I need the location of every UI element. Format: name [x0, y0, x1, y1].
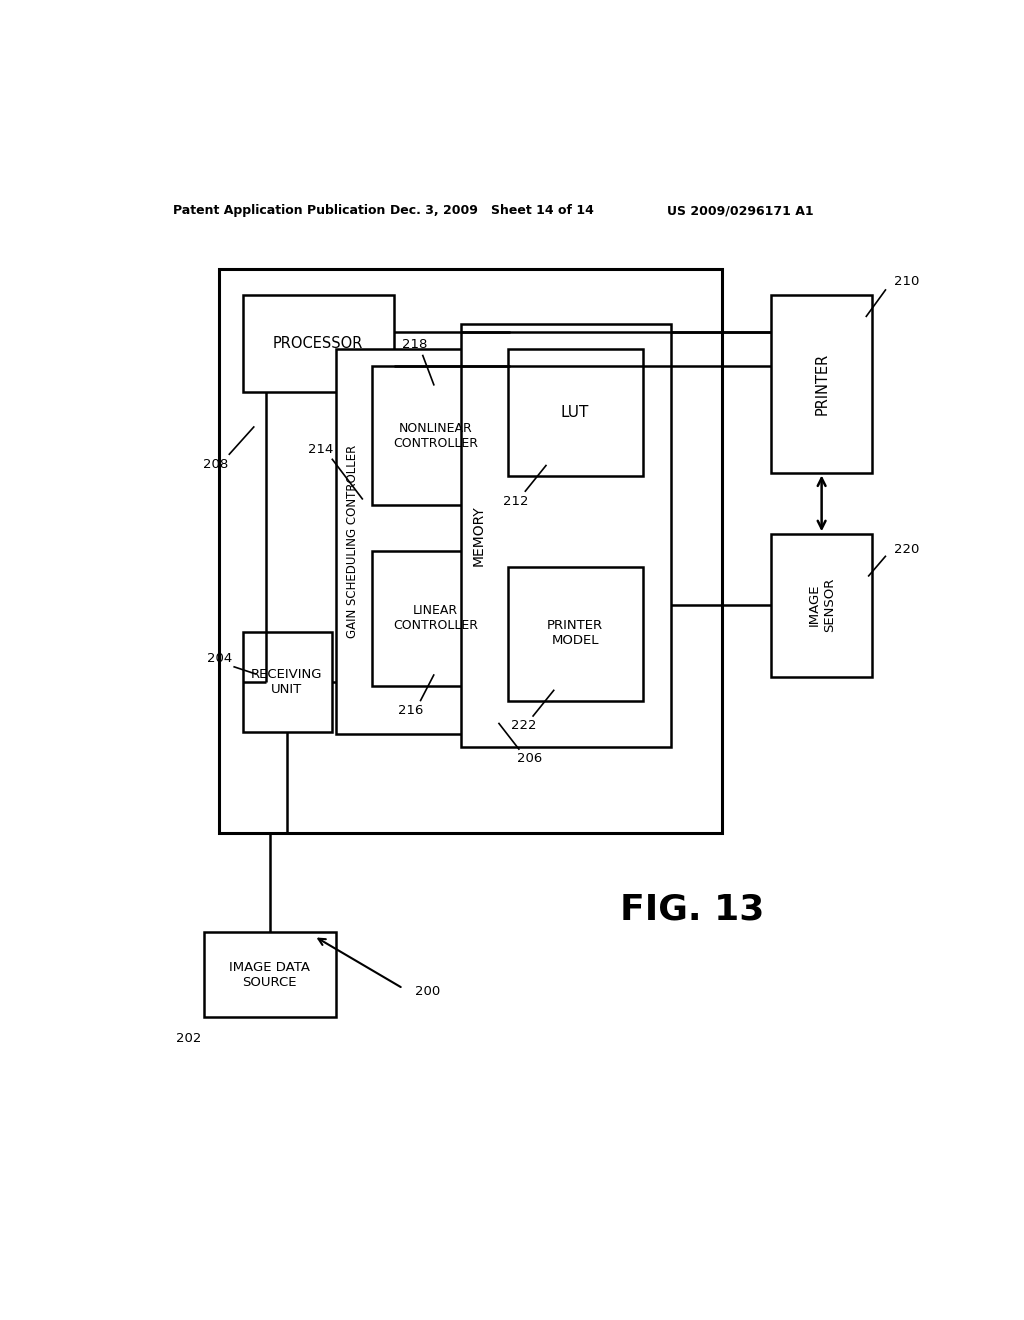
Text: FIG. 13: FIG. 13	[620, 892, 764, 927]
Bar	[771, 296, 872, 473]
Text: 212: 212	[503, 495, 528, 508]
Bar	[336, 350, 510, 734]
Text: 200: 200	[415, 985, 440, 998]
Bar	[243, 296, 394, 392]
Text: 216: 216	[398, 704, 424, 717]
Text: 202: 202	[176, 1032, 201, 1045]
Text: 210: 210	[894, 275, 920, 288]
Bar	[508, 350, 643, 477]
Text: IMAGE DATA
SOURCE: IMAGE DATA SOURCE	[229, 961, 310, 989]
Text: GAIN SCHEDULING CONTROLLER: GAIN SCHEDULING CONTROLLER	[346, 445, 359, 639]
Bar	[243, 632, 332, 733]
Text: Patent Application Publication: Patent Application Publication	[173, 205, 385, 218]
Text: NONLINEAR
CONTROLLER: NONLINEAR CONTROLLER	[393, 421, 478, 450]
Text: 206: 206	[517, 752, 542, 766]
Text: RECEIVING
UNIT: RECEIVING UNIT	[251, 668, 323, 696]
Text: 204: 204	[207, 652, 232, 665]
Text: LINEAR
CONTROLLER: LINEAR CONTROLLER	[393, 605, 478, 632]
Bar	[372, 552, 500, 686]
Text: 208: 208	[203, 458, 228, 471]
Text: MEMORY: MEMORY	[471, 506, 485, 566]
Text: 222: 222	[511, 719, 536, 733]
Text: 220: 220	[894, 543, 920, 556]
Text: PROCESSOR: PROCESSOR	[272, 335, 364, 351]
Text: US 2009/0296171 A1: US 2009/0296171 A1	[667, 205, 813, 218]
Text: LUT: LUT	[561, 405, 590, 420]
Bar	[461, 323, 671, 747]
Bar	[204, 932, 336, 1016]
Bar	[219, 268, 722, 833]
Text: Dec. 3, 2009   Sheet 14 of 14: Dec. 3, 2009 Sheet 14 of 14	[390, 205, 594, 218]
Text: PRINTER
MODEL: PRINTER MODEL	[547, 619, 603, 648]
Text: PRINTER: PRINTER	[814, 352, 829, 414]
Bar	[372, 367, 500, 506]
Bar	[508, 566, 643, 701]
Text: 218: 218	[402, 338, 427, 351]
Text: IMAGE
SENSOR: IMAGE SENSOR	[808, 578, 836, 632]
Text: 214: 214	[307, 444, 333, 455]
Bar	[771, 535, 872, 677]
